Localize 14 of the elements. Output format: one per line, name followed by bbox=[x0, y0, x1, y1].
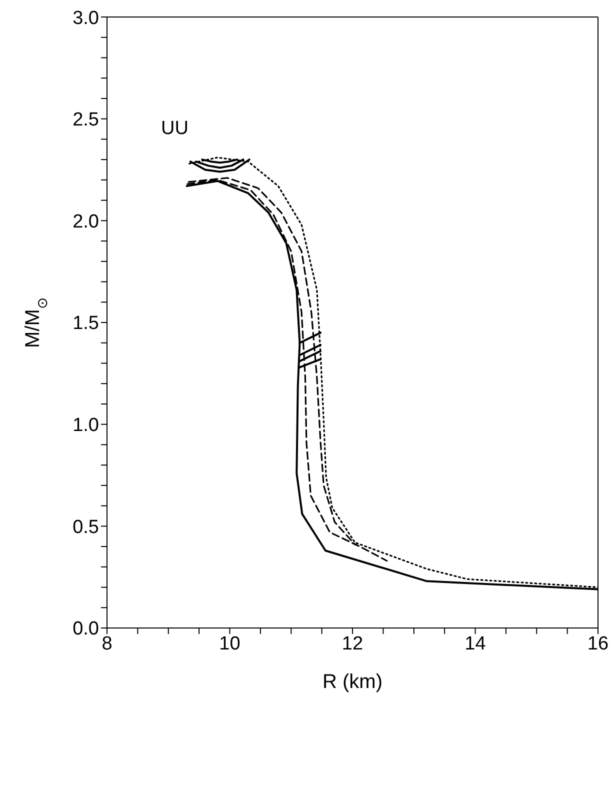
annotation: UU bbox=[161, 118, 188, 140]
x-tick-label: 8 bbox=[102, 633, 112, 654]
x-tick-label: 16 bbox=[587, 633, 609, 654]
y-tick-label: 3.0 bbox=[72, 8, 99, 29]
y-tick-label: 1.5 bbox=[72, 313, 99, 334]
y-tick-label: 2.0 bbox=[72, 211, 99, 232]
x-tick-label: 12 bbox=[342, 633, 364, 654]
x-tick-label: 14 bbox=[464, 633, 486, 654]
x-tick-label: 10 bbox=[219, 633, 240, 654]
x-axis-title: R (km) bbox=[322, 671, 382, 693]
y-tick-label: 2.5 bbox=[72, 110, 99, 131]
y-tick-label: 0.0 bbox=[72, 618, 99, 640]
y-tick-label: 1.0 bbox=[72, 415, 99, 436]
y-tick-label: 0.5 bbox=[72, 516, 99, 538]
